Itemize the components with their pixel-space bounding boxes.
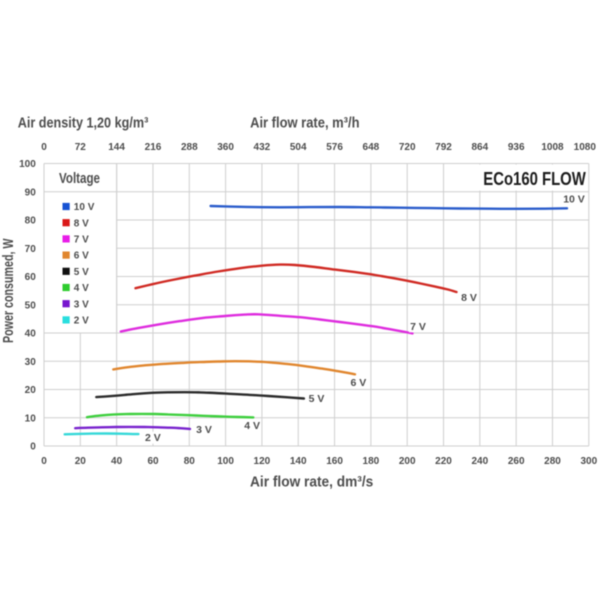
svg-text:648: 648 xyxy=(363,142,380,153)
svg-text:180: 180 xyxy=(363,456,380,467)
svg-text:Power consumed, W: Power consumed, W xyxy=(1,238,17,343)
svg-text:72: 72 xyxy=(75,142,87,153)
svg-text:20: 20 xyxy=(25,385,37,396)
svg-text:Air flow rate, dm³/s: Air flow rate, dm³/s xyxy=(250,474,373,490)
svg-text:40: 40 xyxy=(111,456,123,467)
svg-text:260: 260 xyxy=(508,456,525,467)
svg-text:30: 30 xyxy=(25,357,37,368)
svg-text:Voltage: Voltage xyxy=(59,171,100,187)
svg-text:120: 120 xyxy=(254,456,271,467)
svg-text:792: 792 xyxy=(435,142,452,153)
svg-text:100: 100 xyxy=(217,456,234,467)
svg-text:5 V: 5 V xyxy=(74,267,89,278)
svg-text:2 V: 2 V xyxy=(145,432,161,444)
svg-text:200: 200 xyxy=(399,456,416,467)
svg-text:4 V: 4 V xyxy=(74,283,89,294)
svg-text:10 V: 10 V xyxy=(563,193,585,205)
svg-text:432: 432 xyxy=(254,142,271,153)
svg-text:3 V: 3 V xyxy=(196,424,212,436)
svg-text:3 V: 3 V xyxy=(74,299,89,310)
svg-text:6 V: 6 V xyxy=(74,251,89,262)
svg-text:80: 80 xyxy=(25,216,37,227)
svg-text:8 V: 8 V xyxy=(461,292,477,304)
svg-text:100: 100 xyxy=(19,159,36,170)
svg-text:10: 10 xyxy=(25,413,37,424)
svg-text:60: 60 xyxy=(147,456,159,467)
svg-text:Air density 1,20 kg/m³: Air density 1,20 kg/m³ xyxy=(18,115,149,131)
svg-text:5 V: 5 V xyxy=(309,393,325,405)
svg-text:ECo160 FLOW: ECo160 FLOW xyxy=(483,168,586,189)
svg-text:80: 80 xyxy=(184,456,196,467)
svg-text:504: 504 xyxy=(290,142,307,153)
svg-text:576: 576 xyxy=(326,142,343,153)
svg-text:280: 280 xyxy=(544,456,561,467)
svg-text:60: 60 xyxy=(25,272,37,283)
svg-text:2 V: 2 V xyxy=(74,316,89,327)
svg-text:90: 90 xyxy=(25,187,37,198)
svg-text:8 V: 8 V xyxy=(74,218,89,229)
svg-text:7 V: 7 V xyxy=(74,235,89,246)
svg-text:360: 360 xyxy=(217,142,234,153)
svg-text:50: 50 xyxy=(25,300,37,311)
svg-text:216: 216 xyxy=(145,142,162,153)
svg-text:Air flow rate, m³/h: Air flow rate, m³/h xyxy=(250,115,359,131)
svg-text:10 V: 10 V xyxy=(74,202,95,213)
svg-text:0: 0 xyxy=(41,456,47,467)
svg-text:720: 720 xyxy=(399,142,416,153)
svg-text:4 V: 4 V xyxy=(244,420,260,432)
svg-text:7 V: 7 V xyxy=(410,321,426,333)
svg-text:20: 20 xyxy=(75,456,87,467)
svg-text:140: 140 xyxy=(290,456,307,467)
svg-text:220: 220 xyxy=(435,456,452,467)
svg-text:1008: 1008 xyxy=(541,142,564,153)
svg-text:40: 40 xyxy=(25,329,37,340)
svg-text:240: 240 xyxy=(471,456,488,467)
svg-text:936: 936 xyxy=(508,142,525,153)
svg-text:300: 300 xyxy=(580,456,597,467)
svg-text:0: 0 xyxy=(41,142,47,153)
svg-text:1080: 1080 xyxy=(574,142,597,153)
svg-text:70: 70 xyxy=(25,244,37,255)
svg-text:144: 144 xyxy=(108,142,125,153)
svg-text:288: 288 xyxy=(181,142,198,153)
svg-text:160: 160 xyxy=(326,456,343,467)
svg-text:864: 864 xyxy=(471,142,488,153)
svg-text:6 V: 6 V xyxy=(351,377,367,389)
svg-text:0: 0 xyxy=(30,442,36,453)
